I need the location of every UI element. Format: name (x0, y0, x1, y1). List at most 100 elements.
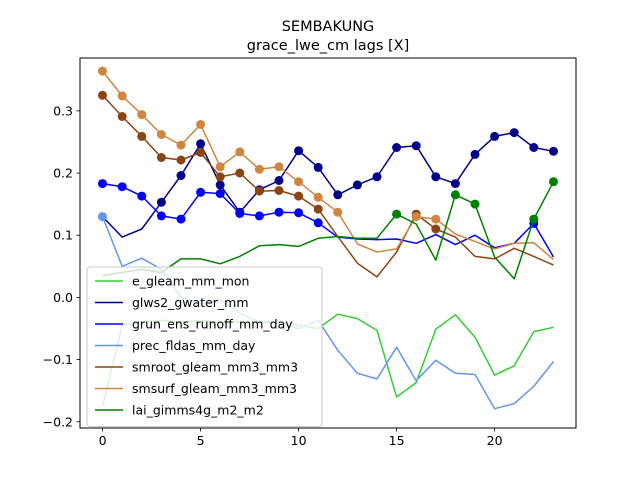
data-point (470, 149, 480, 159)
data-point (431, 172, 441, 182)
data-point (215, 180, 225, 190)
data-point (490, 131, 500, 141)
data-point (549, 146, 558, 156)
legend-item: smroot_gleam_mm3_mm3 (95, 360, 298, 375)
data-point (156, 130, 166, 139)
x-tick-label: 15 (389, 433, 405, 448)
data-point (196, 139, 206, 149)
data-point (137, 191, 147, 201)
plot-frame (79, 57, 577, 429)
data-point (372, 172, 382, 182)
data-point (196, 187, 206, 197)
series-smroot-gleam-mm3-mm3 (98, 90, 554, 278)
series-line-lai-gimms4g-m2-m2 (102, 181, 555, 280)
x-axis: 0 5 10 15 20 (99, 428, 503, 448)
data-point (313, 162, 323, 172)
data-point (313, 192, 323, 202)
data-point (274, 207, 284, 217)
y-tick-label: 0.2 (53, 166, 73, 181)
data-point (156, 153, 166, 162)
data-point (529, 143, 539, 152)
data-point (235, 168, 245, 178)
legend-box (86, 266, 323, 427)
x-tick-label: 20 (487, 433, 503, 448)
x-tick-label: 5 (197, 433, 205, 448)
series-lai-gimms4g-m2-m2 (102, 177, 558, 280)
legend-item: prec_fldas_mm_day (95, 338, 256, 353)
legend-label: prec_fldas_mm_day (132, 338, 256, 353)
data-point (117, 91, 127, 101)
data-point (254, 186, 264, 196)
legend-item: grun_ens_runoff_mm_day (95, 317, 293, 332)
data-point (176, 214, 186, 224)
data-point (98, 179, 107, 189)
data-point (98, 90, 107, 100)
data-point (137, 131, 147, 141)
data-point (352, 180, 362, 190)
data-point (98, 212, 107, 222)
data-point (294, 146, 304, 156)
data-point (137, 110, 147, 120)
data-point (215, 162, 225, 172)
data-point (450, 179, 460, 189)
legend-label: smsurf_gleam_mm3_mm3 (132, 381, 297, 396)
data-point (235, 147, 245, 157)
data-point (254, 164, 264, 174)
data-point (156, 197, 166, 207)
data-point (509, 128, 519, 138)
data-point (333, 190, 343, 200)
data-point (411, 212, 421, 222)
y-tick-label: 0.0 (53, 290, 73, 305)
data-point (254, 211, 264, 221)
data-point (313, 204, 323, 214)
data-point (294, 208, 304, 218)
series-line-glws2-gwater-mm (101, 131, 554, 238)
data-point (431, 224, 441, 234)
y-axis: −0.2 −0.1 0.0 0.1 0.2 0.3 (43, 103, 80, 429)
legend-item: smsurf_gleam_mm3_mm3 (95, 381, 297, 396)
data-point (274, 186, 284, 195)
legend-label: grun_ens_runoff_mm_day (132, 317, 293, 332)
data-point (411, 141, 421, 151)
chart-title: SEMBAKUNG (282, 19, 375, 35)
data-point (215, 189, 225, 199)
x-tick-label: 0 (99, 433, 107, 448)
data-point (98, 66, 107, 76)
series-glws2-gwater-mm (101, 128, 558, 238)
legend-label: glws2_gwater_mm (132, 295, 249, 310)
legend-label: e_gleam_mm_mon (132, 274, 249, 289)
y-tick-label: 0.3 (53, 103, 73, 118)
x-tick-label: 10 (291, 433, 307, 448)
legend-label: lai_gimms4g_m2_m2 (132, 403, 264, 418)
data-point (470, 199, 480, 209)
data-point (176, 140, 186, 150)
data-point (529, 214, 539, 224)
data-point (294, 191, 304, 201)
data-point (392, 143, 402, 152)
data-point (450, 190, 460, 200)
data-point (196, 120, 206, 129)
data-point (392, 209, 402, 219)
data-point (313, 218, 323, 228)
data-point (235, 209, 245, 218)
data-point (431, 214, 441, 224)
data-point (117, 182, 127, 192)
data-point (294, 177, 304, 187)
y-tick-label: 0.1 (53, 228, 73, 243)
data-point (274, 162, 284, 172)
series-line-smroot-gleam-mm3-mm3 (101, 94, 554, 278)
data-point (117, 112, 127, 121)
series-layer (98, 66, 558, 410)
data-point (274, 176, 284, 185)
legend-item: glws2_gwater_mm (95, 295, 249, 310)
series-grun-ens-runoff-mm-day (98, 179, 555, 258)
legend: e_gleam_mm_mon glws2_gwater_mm grun_ens_ru… (86, 266, 323, 427)
data-point (176, 155, 186, 165)
y-tick-label: −0.1 (43, 352, 73, 367)
legend-label: smroot_gleam_mm3_mm3 (132, 360, 298, 375)
data-point (333, 207, 343, 217)
legend-item: e_gleam_mm_mon (95, 274, 249, 289)
legend-item: lai_gimms4g_m2_m2 (95, 403, 264, 418)
data-point (215, 172, 225, 182)
